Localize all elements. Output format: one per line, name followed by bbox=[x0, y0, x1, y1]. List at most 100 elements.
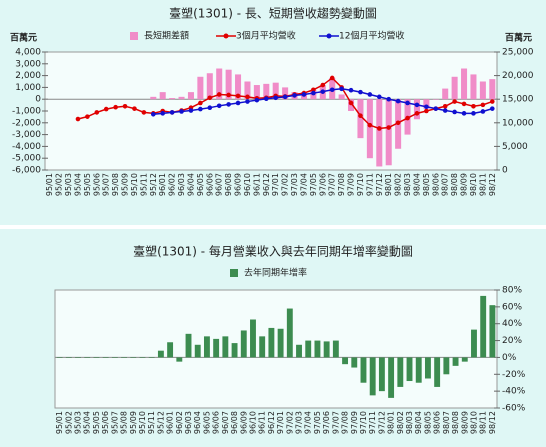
y-tick-label: -5,000 bbox=[12, 154, 41, 164]
x-tick-label: 95/04 bbox=[83, 411, 92, 434]
bar bbox=[296, 344, 302, 358]
marker bbox=[160, 111, 166, 116]
x-tick-label: 98/03 bbox=[403, 173, 412, 196]
marker bbox=[301, 92, 307, 97]
marker bbox=[461, 111, 467, 116]
marker bbox=[358, 113, 363, 119]
x-tick-label: 95/02 bbox=[55, 173, 64, 196]
marker bbox=[471, 111, 476, 116]
x-tick-label: 95/07 bbox=[110, 411, 119, 434]
x-tick-label: 96/01 bbox=[166, 411, 175, 434]
marker bbox=[245, 94, 250, 100]
bar bbox=[351, 357, 358, 368]
y2-tick-label: 25,000 bbox=[502, 48, 534, 58]
marker bbox=[376, 126, 382, 131]
x-tick-label: 96/10 bbox=[243, 173, 252, 196]
x-tick-label: 95/12 bbox=[149, 173, 158, 196]
bar bbox=[385, 99, 392, 166]
legend-marker bbox=[326, 33, 332, 39]
bar bbox=[338, 94, 345, 100]
chart-title: 臺塑(1301) - 長、短期營收趨勢變動圖 bbox=[169, 6, 377, 21]
x-tick-label: 96/08 bbox=[230, 411, 239, 434]
x-tick-label: 98/12 bbox=[488, 173, 497, 196]
bar bbox=[432, 99, 439, 100]
x-tick-label: 95/06 bbox=[92, 173, 101, 196]
marker bbox=[226, 92, 231, 98]
marker bbox=[207, 95, 213, 101]
bar bbox=[130, 357, 137, 358]
x-tick-label: 95/11 bbox=[147, 411, 156, 434]
plot-area bbox=[44, 51, 498, 171]
bar bbox=[244, 81, 251, 100]
x-tick-label: 96/04 bbox=[193, 411, 202, 434]
marker bbox=[358, 89, 363, 95]
marker bbox=[405, 100, 410, 106]
bar bbox=[139, 357, 146, 358]
y2-tick-label: -20% bbox=[502, 370, 526, 380]
marker bbox=[386, 125, 392, 130]
x-tick-label: 97/05 bbox=[309, 173, 318, 196]
x-tick-label: 98/11 bbox=[478, 173, 487, 196]
bar bbox=[461, 357, 468, 362]
bar bbox=[65, 357, 72, 358]
x-tick-label: 97/07 bbox=[328, 173, 337, 196]
bar bbox=[75, 357, 81, 358]
bar bbox=[187, 92, 194, 100]
bar bbox=[272, 82, 279, 100]
marker bbox=[480, 109, 486, 114]
marker bbox=[329, 87, 335, 93]
marker bbox=[235, 100, 241, 106]
x-tick-label: 96/03 bbox=[177, 173, 186, 196]
x-tick-label: 95/12 bbox=[156, 411, 165, 434]
marker bbox=[254, 97, 260, 103]
marker bbox=[471, 103, 476, 109]
marker bbox=[292, 93, 297, 98]
marker bbox=[122, 103, 128, 109]
bar bbox=[489, 305, 496, 358]
bar bbox=[263, 83, 270, 100]
x-tick-label: 97/11 bbox=[365, 173, 374, 196]
x-tick-label: 96/02 bbox=[175, 411, 184, 434]
bar bbox=[342, 357, 349, 365]
bar bbox=[148, 357, 155, 358]
bar bbox=[286, 308, 293, 358]
bar bbox=[194, 344, 201, 358]
x-tick-label: 98/12 bbox=[488, 411, 497, 434]
bar bbox=[357, 99, 364, 139]
x-tick-label: 98/10 bbox=[469, 411, 478, 434]
marker bbox=[141, 110, 147, 115]
marker bbox=[311, 90, 316, 96]
marker bbox=[395, 98, 401, 104]
x-tick-label: 97/02 bbox=[281, 173, 290, 196]
x-tick-label: 96/11 bbox=[252, 173, 261, 196]
x-tick-label: 96/09 bbox=[234, 173, 243, 196]
x-tick-label: 95/08 bbox=[111, 173, 120, 196]
plot-area bbox=[54, 289, 498, 409]
marker bbox=[273, 95, 279, 101]
marker bbox=[414, 102, 420, 108]
x-tick-label: 97/04 bbox=[304, 411, 313, 434]
x-tick-label: 96/05 bbox=[196, 173, 205, 196]
x-tick-label: 95/05 bbox=[92, 411, 101, 434]
x-tick-label: 95/02 bbox=[64, 411, 73, 434]
marker bbox=[452, 109, 457, 115]
x-tick-label: 97/12 bbox=[377, 411, 386, 434]
x-tick-label: 98/05 bbox=[423, 411, 432, 434]
bar bbox=[213, 338, 220, 358]
x-tick-label: 95/10 bbox=[130, 173, 139, 196]
x-tick-label: 97/11 bbox=[368, 411, 377, 434]
bar bbox=[176, 357, 183, 362]
y2-tick-label: 20,000 bbox=[502, 71, 534, 81]
y-tick-label: -2,000 bbox=[12, 118, 41, 128]
x-tick-label: 95/01 bbox=[55, 411, 64, 434]
x-tick-label: 95/01 bbox=[45, 173, 54, 196]
x-tick-label: 97/06 bbox=[318, 173, 327, 196]
legend-swatch bbox=[130, 32, 138, 40]
marker bbox=[235, 93, 241, 99]
legend-swatch bbox=[230, 269, 238, 277]
x-tick-label: 98/01 bbox=[384, 173, 393, 196]
x-tick-label: 96/08 bbox=[224, 173, 233, 196]
bar bbox=[159, 92, 166, 100]
bar bbox=[366, 99, 373, 159]
x-tick-label: 95/03 bbox=[74, 411, 83, 434]
